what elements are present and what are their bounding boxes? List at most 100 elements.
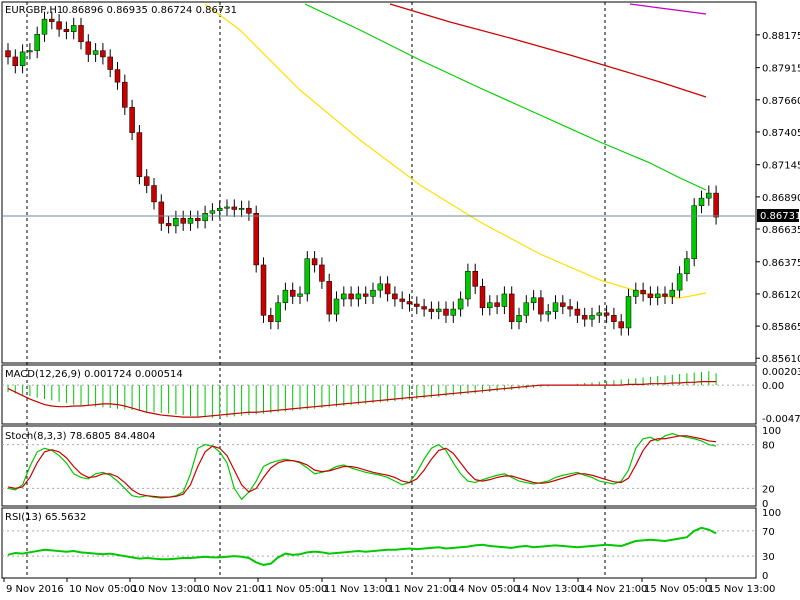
candle-body (136, 132, 143, 177)
candle-body (304, 258, 311, 295)
macd-tick-label: 0.00 (762, 381, 784, 392)
candle-body (684, 258, 690, 275)
candle-body (231, 206, 238, 210)
candle-body (348, 293, 354, 300)
candle-body (195, 218, 201, 222)
candle-body (414, 303, 420, 307)
rsi-indicator: 100 70 30 0 (2, 508, 781, 582)
stoch-tick-label: 100 (762, 426, 781, 437)
time-tick-label: 10 Nov 21:00 (197, 584, 264, 595)
candle-body (326, 281, 332, 315)
price-tick-label: 0.88175 (762, 31, 800, 42)
candle-body (479, 286, 486, 309)
candle-body (508, 293, 515, 322)
price-badge-text: 0.86731 (760, 211, 800, 222)
stoch-main-line (7, 433, 717, 501)
price-tick-label: 0.86890 (762, 193, 800, 204)
time-tick-label: 15 Nov 13:00 (708, 584, 775, 595)
candle-body (545, 311, 551, 315)
candle-body (501, 293, 508, 307)
price-tick-label: 0.86635 (762, 225, 800, 236)
candle-body (63, 28, 70, 32)
candle-body (691, 205, 697, 259)
price-badge (757, 209, 799, 222)
candle-body (487, 302, 493, 309)
candle-body (494, 302, 500, 307)
price-tick-label: 0.87660 (762, 96, 800, 107)
candle-body (319, 264, 325, 282)
time-tick-label: 14 Nov 13:00 (516, 584, 583, 595)
candle-body (311, 258, 318, 266)
macd-pane-frame (1, 364, 757, 425)
candle-body (560, 302, 566, 307)
stoch-pane-frame (1, 425, 757, 507)
candle-body (41, 18, 48, 35)
time-tick-label: 14 Nov 05:00 (452, 584, 519, 595)
time-tick-label: 11 Nov 05:00 (260, 584, 327, 595)
candle-body (143, 176, 150, 186)
rsi-tick-label: 70 (762, 527, 775, 538)
main-pane-frame (1, 1, 757, 364)
candle-body (333, 298, 340, 315)
price-tick-label: 0.85610 (762, 354, 800, 365)
candle-body (421, 306, 427, 310)
stoch-tick-label: 0 (762, 499, 768, 510)
candle-body (187, 218, 194, 224)
candle-body (457, 298, 464, 310)
candles (5, 11, 719, 336)
candle-body (669, 289, 676, 297)
candle-body (698, 197, 705, 206)
candle-body (12, 56, 19, 67)
price-tick-label: 0.85865 (762, 322, 800, 333)
stochastic-indicator: 100 80 20 0 (2, 426, 781, 510)
candle-body (100, 50, 106, 58)
macd-title: MACD(12,26,9) 0.001724 0.000514 (5, 369, 183, 380)
ohlc-values: 0.86896 0.86935 0.86724 0.86731 (62, 5, 237, 16)
candle-body (523, 302, 530, 316)
candle-body (253, 213, 259, 266)
candle-body (173, 218, 179, 227)
candle-body (611, 315, 617, 322)
price-tick-label: 0.87915 (762, 64, 800, 75)
stoch-tick-label: 20 (762, 484, 775, 495)
candle-body (654, 293, 661, 298)
candle-body (27, 50, 33, 53)
candle-body (114, 69, 121, 83)
candle-body (362, 293, 369, 297)
ma-green-line (304, 3, 707, 191)
candle-body (56, 21, 62, 30)
candle-body (713, 192, 719, 218)
macd-indicator: 0.002031 0.00 -0.004728 (2, 367, 800, 425)
rsi-line (7, 526, 717, 566)
candle-body (370, 289, 376, 297)
candle-body (443, 308, 449, 316)
candle-body (180, 218, 186, 224)
stoch-tick-label: 80 (762, 441, 775, 452)
candle-body (151, 185, 157, 203)
rsi-tick-label: 100 (762, 508, 781, 519)
candle-body (85, 41, 92, 55)
candle-body (158, 201, 165, 224)
price-tick-label: 0.87145 (762, 161, 800, 172)
candle-body (49, 18, 55, 22)
candle-body (516, 315, 522, 322)
macd-tick-label: -0.004728 (762, 414, 800, 425)
time-tick-label: 10 Nov 05:00 (69, 584, 136, 595)
price-tick-label: 0.86120 (762, 290, 800, 301)
candle-body (574, 308, 581, 316)
macd-signal-line (7, 381, 717, 418)
candle-body (596, 312, 603, 316)
stoch-signal-line (7, 435, 717, 498)
rsi-tick-label: 0 (762, 571, 768, 582)
time-tick-label: 14 Nov 21:00 (580, 584, 647, 595)
candle-body (289, 289, 296, 297)
time-tick-label: 10 Nov 13:00 (132, 584, 199, 595)
candle-body (676, 273, 683, 291)
candle-body (392, 293, 398, 300)
ma-violet-line (629, 3, 707, 15)
candle-body (552, 302, 559, 312)
candle-body (603, 312, 610, 316)
time-tick-label: 15 Nov 05:00 (644, 584, 711, 595)
